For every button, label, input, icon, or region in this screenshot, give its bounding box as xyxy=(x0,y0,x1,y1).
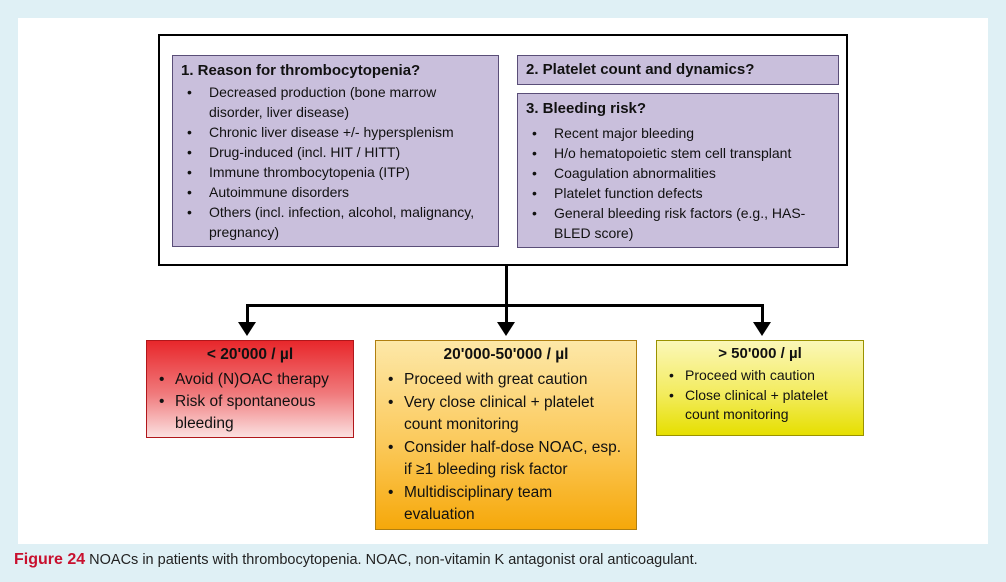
right-drop-line xyxy=(761,304,764,324)
bleeding-risk-list: Recent major bleeding H/o hematopoietic … xyxy=(526,123,830,243)
list-item: Recent major bleeding xyxy=(526,123,830,143)
list-item: Avoid (N)OAC therapy xyxy=(153,369,347,391)
list-item: H/o hematopoietic stem cell transplant xyxy=(526,143,830,163)
list-item: Very close clinical + platelet count mon… xyxy=(382,392,630,437)
platelet-count-title: 2. Platelet count and dynamics? xyxy=(526,61,755,78)
list-item: Coagulation abnormalities xyxy=(526,163,830,183)
list-item: Platelet function defects xyxy=(526,183,830,203)
arrow-down-icon xyxy=(238,322,256,336)
center-drop-line xyxy=(505,304,508,324)
list-item: Proceed with caution xyxy=(663,366,857,386)
figure-caption: Figure 24 NOACs in patients with thrombo… xyxy=(14,551,698,569)
outcome-high-title: > 50'000 / µl xyxy=(718,345,802,362)
outcome-mid-title: 20'000-50'000 / µl xyxy=(443,346,569,363)
list-item: Risk of spontaneous bleeding xyxy=(153,391,347,435)
left-drop-line xyxy=(246,304,249,324)
reason-list: Decreased production (bone marrow disord… xyxy=(181,82,490,242)
list-item: Autoimmune disorders xyxy=(181,182,490,202)
list-item: Others (incl. infection, alcohol, malign… xyxy=(181,202,490,242)
outcome-high: > 50'000 / µl Proceed with caution Close… xyxy=(656,340,864,436)
list-item: Consider half-dose NOAC, esp. if ≥1 blee… xyxy=(382,437,630,482)
caption-text: NOACs in patients with thrombocytopenia.… xyxy=(85,552,698,568)
outcome-low-title: < 20'000 / µl xyxy=(206,346,294,363)
list-item: Chronic liver disease +/- hypersplenism xyxy=(181,122,490,142)
outcome-mid-list: Proceed with great caution Very close cl… xyxy=(382,369,630,527)
list-item: Immune thrombocytopenia (ITP) xyxy=(181,162,490,182)
reason-title: 1. Reason for thrombocytopenia? xyxy=(181,62,421,79)
arrow-down-icon xyxy=(753,322,771,336)
stem-line xyxy=(505,266,508,306)
list-item: General bleeding risk factors (e.g., HAS… xyxy=(526,203,830,243)
outcome-high-list: Proceed with caution Close clinical + pl… xyxy=(663,366,857,425)
list-item: Close clinical + platelet count monitori… xyxy=(663,386,857,425)
list-item: Multidisciplinary team evaluation xyxy=(382,482,630,527)
bleeding-risk-title: 3. Bleeding risk? xyxy=(526,100,647,117)
arrow-down-icon xyxy=(497,322,515,336)
outcome-low: < 20'000 / µl Avoid (N)OAC therapy Risk … xyxy=(146,340,354,438)
list-item: Decreased production (bone marrow disord… xyxy=(181,82,490,122)
figure-label: Figure 24 xyxy=(14,551,86,568)
outcome-mid: 20'000-50'000 / µl Proceed with great ca… xyxy=(375,340,637,530)
reason-box: 1. Reason for thrombocytopenia? Decrease… xyxy=(172,55,499,247)
bleeding-risk-box: 3. Bleeding risk? Recent major bleeding … xyxy=(517,93,839,248)
list-item: Drug-induced (incl. HIT / HITT) xyxy=(181,142,490,162)
platelet-count-box: 2. Platelet count and dynamics? xyxy=(517,55,839,85)
list-item: Proceed with great caution xyxy=(382,369,630,392)
outcome-low-list: Avoid (N)OAC therapy Risk of spontaneous… xyxy=(153,369,347,435)
